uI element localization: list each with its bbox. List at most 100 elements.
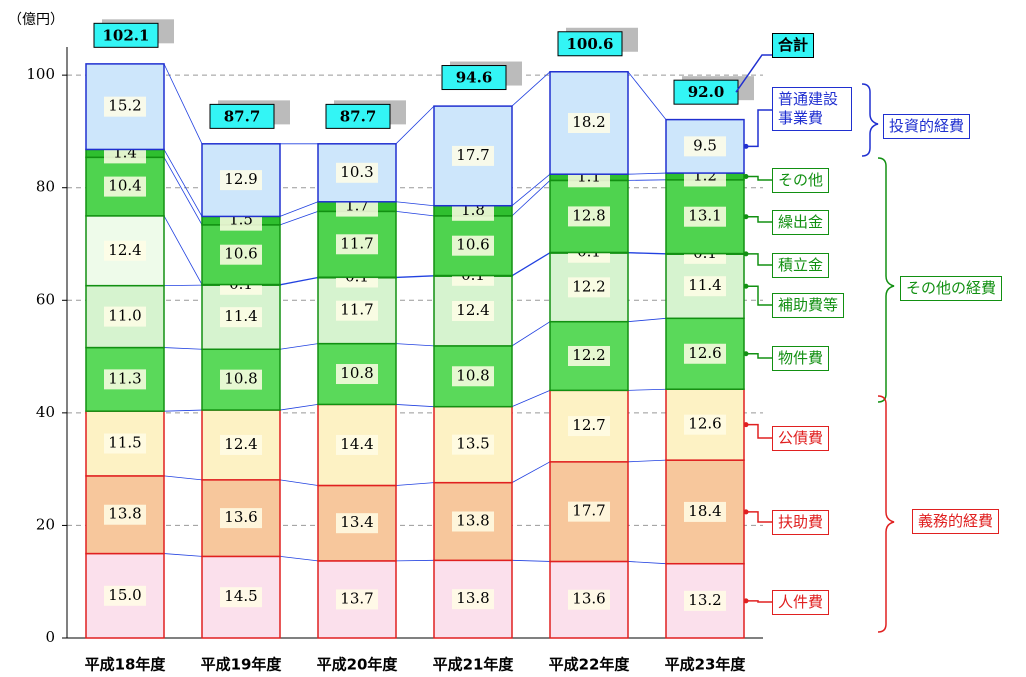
label-box <box>452 434 494 455</box>
connector <box>511 389 551 408</box>
data-label: 12.8 <box>572 206 605 224</box>
label-box <box>220 244 262 265</box>
total-label: 94.6 <box>456 69 493 87</box>
x-tick-label: 平成23年度 <box>665 656 747 674</box>
label-box <box>452 235 494 256</box>
brace <box>877 157 895 403</box>
connector <box>627 252 667 254</box>
data-label: 13.2 <box>688 591 721 609</box>
label-box <box>104 585 146 606</box>
label-box <box>336 162 378 183</box>
y-tick-label: 100 <box>26 65 55 83</box>
data-label: 17.7 <box>456 146 489 164</box>
legend-leader <box>746 600 772 603</box>
legend-leader <box>746 285 772 306</box>
connector <box>279 404 319 411</box>
connector <box>511 461 551 484</box>
connector <box>627 459 667 463</box>
data-label: 11.0 <box>108 307 141 325</box>
connector <box>279 343 319 350</box>
data-label: 10.4 <box>108 177 141 195</box>
data-label: 10.8 <box>340 364 373 382</box>
label-box <box>104 306 146 327</box>
connector <box>395 559 435 562</box>
x-tick-label: 平成18年度 <box>85 656 167 674</box>
x-tick-label: 平成19年度 <box>201 656 283 674</box>
label-box <box>104 96 146 117</box>
total-label: 92.0 <box>688 83 725 101</box>
connector <box>279 201 319 217</box>
legend-label: 公債費 <box>772 426 830 451</box>
label-box <box>568 589 610 610</box>
connector <box>627 179 667 181</box>
connector <box>395 275 435 278</box>
data-label: 13.5 <box>456 435 489 453</box>
label-box <box>684 414 726 435</box>
data-label: 18.4 <box>688 502 721 520</box>
total-box <box>673 79 739 105</box>
data-label: 13.7 <box>340 589 373 607</box>
connector <box>395 482 435 486</box>
total-label: 102.1 <box>103 26 150 44</box>
label-box <box>336 300 378 321</box>
data-label: 12.4 <box>456 301 489 319</box>
legend-label: 補助費等 <box>772 293 845 318</box>
label-box <box>220 434 262 455</box>
legend-label: 合計 <box>772 33 815 58</box>
legend-leader <box>746 253 772 266</box>
data-label: 11.3 <box>108 369 141 387</box>
data-label: 12.9 <box>224 170 257 188</box>
connector <box>279 555 319 562</box>
data-label: 12.6 <box>688 415 721 433</box>
legend-leader <box>746 109 772 148</box>
legend-label: 物件費 <box>772 346 830 371</box>
connector <box>395 343 435 347</box>
label-box <box>452 366 494 387</box>
label-box <box>568 277 610 298</box>
label-box <box>568 206 610 227</box>
group-label: その他の経費 <box>900 276 1003 301</box>
data-label: 14.4 <box>340 435 373 453</box>
data-label: 15.0 <box>108 586 141 604</box>
data-label: 13.6 <box>572 590 605 608</box>
legend-label: 人件費 <box>772 590 830 615</box>
connector <box>279 210 319 226</box>
connector <box>627 561 667 565</box>
x-tick-label: 平成20年度 <box>317 656 399 674</box>
x-tick-label: 平成22年度 <box>549 656 631 674</box>
connector <box>627 388 667 391</box>
label-box <box>220 508 262 529</box>
legend-leader <box>746 175 772 181</box>
connector <box>279 277 319 286</box>
connector <box>279 479 319 486</box>
bar-segment <box>433 215 513 277</box>
connector <box>511 71 551 107</box>
label-box <box>104 504 146 525</box>
label-box <box>336 513 378 534</box>
data-label: 10.8 <box>224 370 257 388</box>
label-box <box>220 369 262 390</box>
label-box <box>568 112 610 133</box>
legend-label: 繰出金 <box>772 210 830 235</box>
data-label: 12.2 <box>572 277 605 295</box>
label-box <box>220 307 262 328</box>
connector <box>163 347 203 350</box>
connector <box>511 252 551 276</box>
brace <box>861 83 879 157</box>
connector <box>627 252 667 255</box>
y-tick-label: 20 <box>36 515 55 533</box>
label-box <box>452 511 494 532</box>
connector <box>395 201 435 207</box>
label-box <box>104 240 146 261</box>
connector <box>511 180 551 217</box>
total-box <box>557 31 623 57</box>
connector <box>279 276 319 285</box>
total-box <box>325 103 391 129</box>
brace <box>877 395 895 633</box>
connector <box>395 210 435 217</box>
total-box <box>209 103 275 129</box>
connector <box>511 559 551 562</box>
label-box <box>452 300 494 321</box>
data-label: 13.4 <box>340 513 373 531</box>
